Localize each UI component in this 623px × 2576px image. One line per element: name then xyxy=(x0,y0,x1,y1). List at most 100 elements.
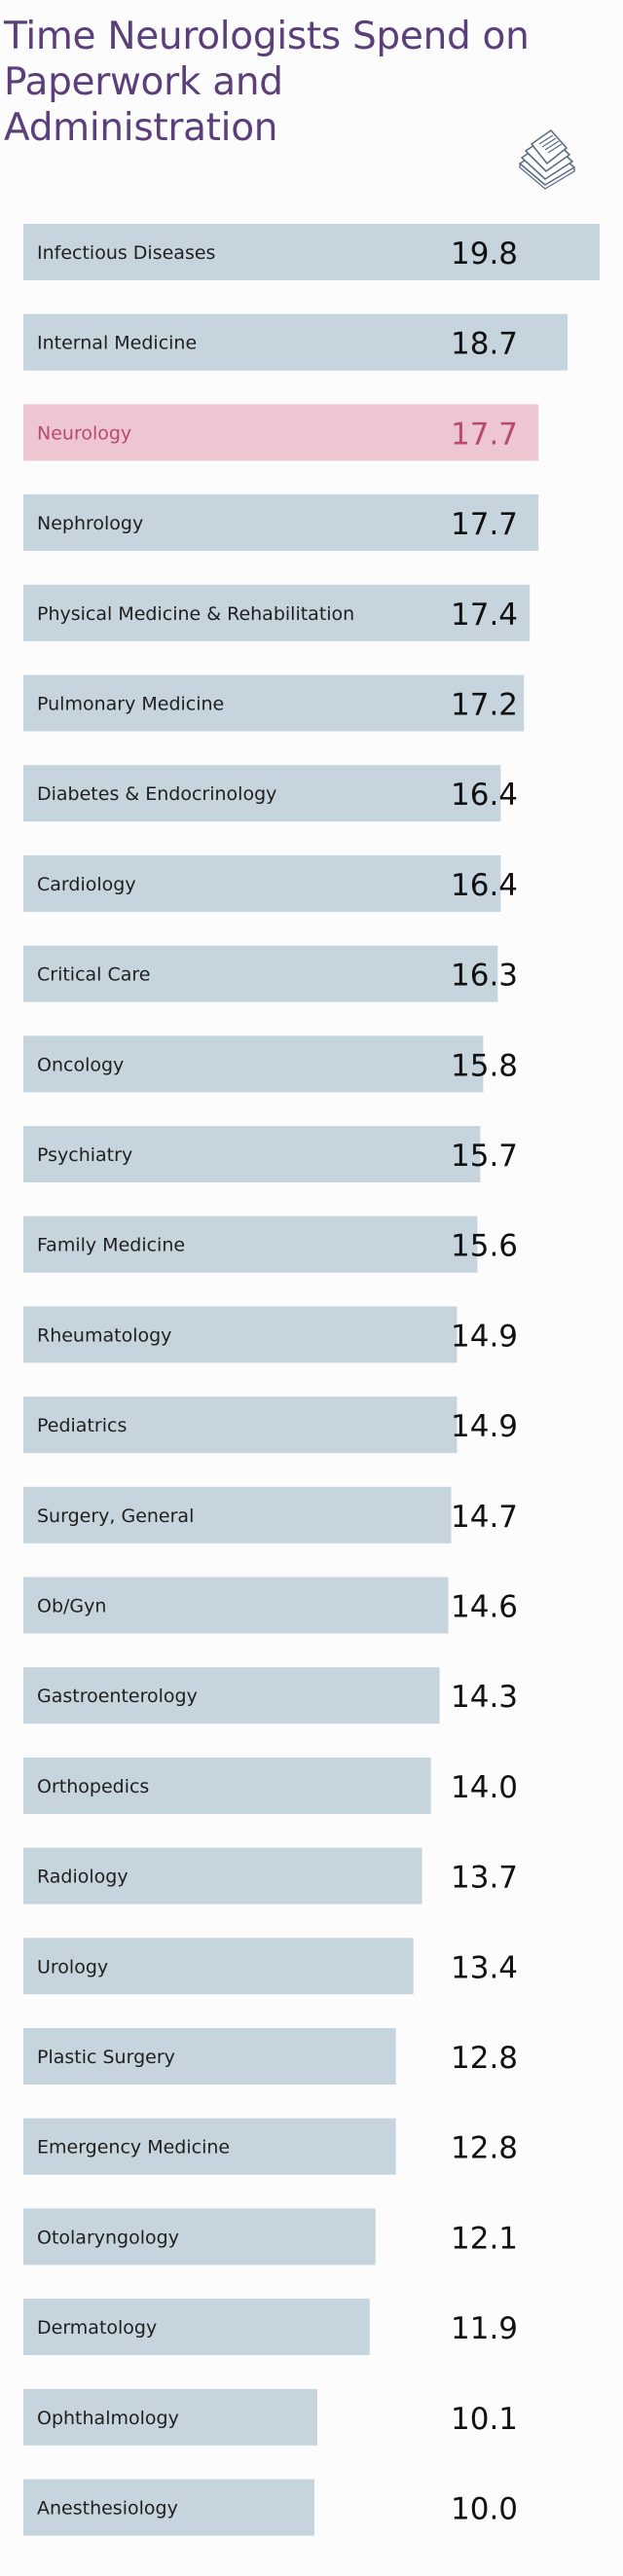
bar xyxy=(23,2208,376,2266)
bar-row: Pulmonary Medicine 17.2 xyxy=(23,674,525,732)
bar-row: Infectious Diseases 19.8 xyxy=(23,224,600,280)
bar-row: Radiology 13.7 xyxy=(23,1847,518,1905)
bar xyxy=(23,2299,370,2356)
bar-row: Dermatology 11.9 xyxy=(23,2299,518,2356)
category-label: Ophthalmology xyxy=(37,2408,179,2429)
value-label: 14.9 xyxy=(451,1409,518,1444)
bar xyxy=(23,404,539,461)
bar xyxy=(23,1577,449,1634)
value-label: 10.1 xyxy=(451,2402,518,2437)
value-label: 15.7 xyxy=(451,1139,518,1174)
category-label: Internal Medicine xyxy=(37,333,197,354)
bar xyxy=(23,2028,396,2085)
bar xyxy=(23,2479,314,2536)
value-label: 17.2 xyxy=(451,688,518,723)
category-label: Diabetes & Endocrinology xyxy=(37,783,276,805)
bar-row: Psychiatry 15.7 xyxy=(23,1126,518,1182)
value-label: 18.7 xyxy=(451,327,518,362)
bar-row: Pediatrics 14.9 xyxy=(23,1397,518,1454)
category-label: Plastic Surgery xyxy=(37,2047,175,2068)
bar xyxy=(23,224,600,280)
bar xyxy=(23,1938,414,1995)
bar xyxy=(23,1035,484,1093)
value-label: 17.7 xyxy=(451,417,518,452)
chart-title: Time Neurologists Spend on Paperwork and… xyxy=(4,15,530,150)
category-label: Pediatrics xyxy=(37,1415,127,1436)
value-label: 15.6 xyxy=(451,1229,518,1264)
value-label: 19.8 xyxy=(451,236,518,272)
bar xyxy=(23,1757,431,1814)
category-label: Rheumatology xyxy=(37,1324,171,1346)
value-label: 14.7 xyxy=(451,1500,518,1535)
bar xyxy=(23,854,501,912)
bar xyxy=(23,2388,317,2446)
paperwork-stack-icon xyxy=(519,129,575,190)
value-label: 17.4 xyxy=(451,598,518,633)
category-label: Orthopedics xyxy=(37,1776,149,1797)
bar-row: Otolaryngology 12.1 xyxy=(23,2208,518,2266)
category-label: Nephrology xyxy=(37,513,143,534)
bar-row: Ophthalmology 10.1 xyxy=(23,2388,518,2446)
bar-row: Cardiology 16.4 xyxy=(23,854,518,912)
category-label: Anesthesiology xyxy=(37,2498,178,2520)
value-label: 16.4 xyxy=(451,778,518,813)
bar-row: Urology 13.4 xyxy=(23,1938,518,1995)
bar xyxy=(23,1486,452,1543)
bar xyxy=(23,1667,440,1724)
bar xyxy=(23,1126,481,1182)
bar-row: Surgery, General 14.7 xyxy=(23,1486,518,1543)
bar-row: Neurology 17.7 xyxy=(23,404,539,461)
bar-row: Nephrology 17.7 xyxy=(23,494,539,552)
bar xyxy=(23,1397,458,1454)
bar-row: Oncology 15.8 xyxy=(23,1035,518,1093)
category-label: Emergency Medicine xyxy=(37,2137,230,2159)
category-label: Otolaryngology xyxy=(37,2227,179,2248)
value-label: 10.0 xyxy=(451,2492,518,2527)
bar-row: Anesthesiology 10.0 xyxy=(23,2479,518,2536)
bar xyxy=(23,945,498,1002)
bar xyxy=(23,765,501,822)
category-label: Infectious Diseases xyxy=(37,242,215,264)
category-label: Oncology xyxy=(37,1054,124,1075)
category-label: Physical Medicine & Rehabilitation xyxy=(37,603,354,625)
bar xyxy=(23,494,539,552)
value-label: 16.3 xyxy=(451,959,518,994)
bar-row: Internal Medicine 18.7 xyxy=(23,313,568,371)
bar-row: Diabetes & Endocrinology 16.4 xyxy=(23,765,518,822)
value-label: 15.8 xyxy=(451,1048,518,1083)
category-label: Ob/Gyn xyxy=(37,1596,106,1617)
category-label: Cardiology xyxy=(37,874,136,895)
bar-row: Emergency Medicine 12.8 xyxy=(23,2118,518,2175)
category-label: Critical Care xyxy=(37,964,151,986)
bar-row: Plastic Surgery 12.8 xyxy=(23,2028,518,2085)
category-label: Gastroenterology xyxy=(37,1686,198,1707)
category-label: Urology xyxy=(37,1956,108,1977)
bar xyxy=(23,674,525,732)
category-label: Pulmonary Medicine xyxy=(37,694,224,715)
category-label: Dermatology xyxy=(37,2317,157,2339)
value-label: 14.6 xyxy=(451,1590,518,1625)
bar xyxy=(23,584,531,641)
value-label: 14.3 xyxy=(451,1680,518,1715)
value-label: 12.1 xyxy=(451,2221,518,2256)
category-label: Radiology xyxy=(37,1867,128,1888)
category-label: Family Medicine xyxy=(37,1235,185,1256)
value-label: 11.9 xyxy=(451,2311,518,2346)
value-label: 16.4 xyxy=(451,868,518,903)
value-label: 17.7 xyxy=(451,507,518,542)
bar-row: Family Medicine 15.6 xyxy=(23,1215,518,1273)
bar-row: Gastroenterology 14.3 xyxy=(23,1667,518,1724)
category-label: Surgery, General xyxy=(37,1506,194,1527)
value-label: 12.8 xyxy=(451,2131,518,2166)
bar-row: Physical Medicine & Rehabilitation 17.4 xyxy=(23,584,531,641)
bar xyxy=(23,2118,396,2175)
value-label: 13.4 xyxy=(451,1950,518,1985)
category-label: Psychiatry xyxy=(37,1144,132,1166)
bar xyxy=(23,1306,458,1363)
category-label: Neurology xyxy=(37,422,131,444)
value-label: 13.7 xyxy=(451,1861,518,1896)
value-label: 14.0 xyxy=(451,1770,518,1805)
bar-row: Ob/Gyn 14.6 xyxy=(23,1577,518,1634)
value-label: 14.9 xyxy=(451,1319,518,1354)
